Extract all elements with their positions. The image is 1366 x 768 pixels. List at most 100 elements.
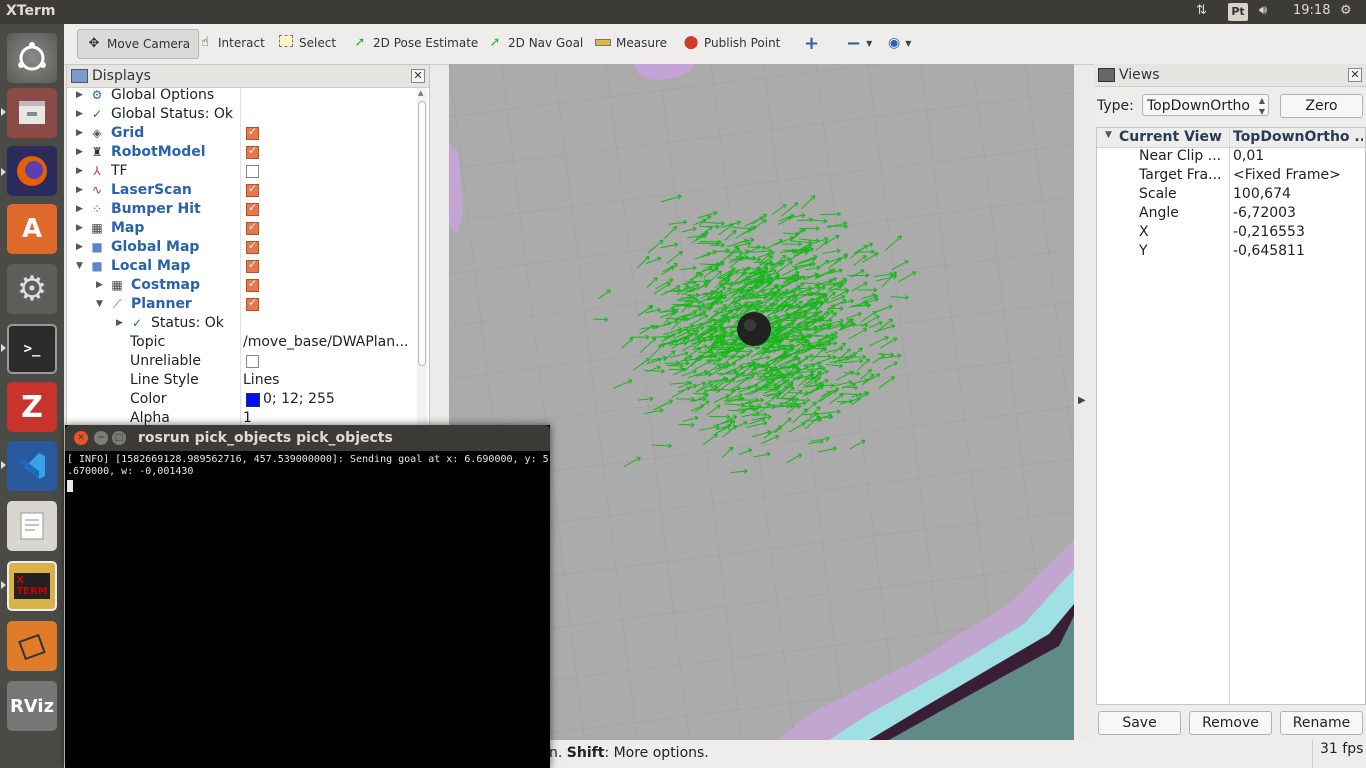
expand-arrow-icon[interactable]: ▶	[76, 128, 83, 138]
property-value[interactable]: 0,01	[1233, 148, 1265, 164]
ubuntu-dash-icon[interactable]	[7, 33, 57, 83]
clock[interactable]: 19:18	[1293, 3, 1331, 18]
terminal-icon[interactable]: >_	[7, 324, 57, 374]
property-alpha[interactable]: Alpha 1	[67, 410, 413, 429]
minimize-icon[interactable]: −	[94, 431, 108, 445]
add-tool-button[interactable]: +	[804, 32, 819, 54]
tree-row-global-options[interactable]: ▶ ⚙ Global Options	[67, 87, 413, 106]
tree-row-global-map[interactable]: ▶ ■ Global Map	[67, 239, 413, 258]
property-value[interactable]: 100,674	[1233, 186, 1291, 202]
tree-row-robotmodel[interactable]: ▶ ♜ RobotModel	[67, 144, 413, 163]
tree-row-global-status[interactable]: ▶ ✓ Global Status: Ok	[67, 106, 413, 125]
enable-checkbox[interactable]	[246, 258, 259, 273]
enable-checkbox[interactable]	[246, 201, 259, 216]
close-icon[interactable]: ✕	[411, 69, 425, 83]
collapse-arrow-icon[interactable]: ▼	[76, 261, 83, 271]
expand-arrow-icon[interactable]: ▶	[76, 204, 83, 214]
color-swatch[interactable]	[246, 393, 260, 407]
tool-publish-point[interactable]: ⬤ Publish Point	[683, 32, 781, 54]
close-icon[interactable]: ✕	[1348, 68, 1362, 82]
firefox-icon[interactable]	[7, 146, 57, 196]
enable-checkbox[interactable]	[246, 125, 259, 140]
text-editor-icon[interactable]	[7, 501, 57, 551]
property-value[interactable]: 0; 12; 255	[263, 391, 335, 407]
tree-row-bumper-hit[interactable]: ▶ ⁘ Bumper Hit	[67, 201, 413, 220]
tree-row-map[interactable]: ▶ ▦ Map	[67, 220, 413, 239]
software-center-icon[interactable]: A	[7, 204, 57, 254]
property-value[interactable]: -6,72003	[1233, 205, 1296, 221]
tool-2d-nav-goal[interactable]: ➚ 2D Nav Goal	[487, 32, 584, 54]
maximize-icon[interactable]: □	[112, 431, 126, 445]
property-unreliable[interactable]: Unreliable	[67, 353, 413, 372]
scrollbar-thumb[interactable]	[418, 101, 426, 366]
expand-arrow-icon[interactable]: ▶	[76, 147, 83, 157]
tool-2d-pose-estimate[interactable]: ➚ 2D Pose Estimate	[352, 32, 479, 54]
tree-row-laserscan[interactable]: ▶ ∿ LaserScan	[67, 182, 413, 201]
power-icon[interactable]: ⚙	[1340, 3, 1352, 18]
panels-visibility-button[interactable]: ◉ ▼	[888, 32, 911, 54]
displays-scrollbar[interactable]: ▲	[417, 89, 427, 433]
tree-row-planner[interactable]: ▼ ⟋ Planner	[67, 296, 413, 315]
vscode-icon[interactable]	[7, 441, 57, 491]
tree-row-tf[interactable]: ▶ ⅄ TF	[67, 163, 413, 182]
collapse-arrow-icon[interactable]: ▼	[96, 299, 103, 309]
tool-select[interactable]: Select	[278, 32, 336, 54]
property-value[interactable]: Lines	[243, 372, 280, 388]
unreliable-checkbox[interactable]	[246, 355, 259, 368]
property-value[interactable]: -0,216553	[1233, 224, 1305, 240]
collapse-arrow-icon[interactable]: ▼	[1105, 130, 1112, 140]
enable-checkbox[interactable]	[246, 296, 259, 311]
rviz-icon[interactable]: RViz	[7, 681, 57, 731]
tool-measure[interactable]: Measure	[595, 32, 667, 54]
property-topic[interactable]: Topic /move_base/DWAPlan...	[67, 334, 413, 353]
tree-row-planner-status[interactable]: ▶ ✓ Status: Ok	[67, 315, 413, 334]
xterm-icon[interactable]: X TERM	[7, 561, 57, 611]
network-icon[interactable]: ⇅	[1196, 3, 1207, 18]
property-value[interactable]: 1	[243, 410, 252, 426]
property-value[interactable]: <Fixed Frame>	[1233, 167, 1341, 183]
expand-arrow-icon[interactable]: ▶	[76, 109, 83, 119]
enable-checkbox[interactable]	[246, 144, 259, 159]
tool-interact[interactable]: ☝ Interact	[197, 32, 265, 54]
volume-icon[interactable]: 🔊︎	[1259, 3, 1268, 18]
expand-arrow-icon[interactable]: ▶	[76, 223, 83, 233]
system-settings-icon[interactable]: ⚙	[7, 264, 57, 314]
property-line-style[interactable]: Line Style Lines	[67, 372, 413, 391]
expand-arrow-icon[interactable]: ▶	[76, 185, 83, 195]
rename-view-button[interactable]: Rename	[1280, 711, 1363, 735]
enable-checkbox[interactable]	[246, 239, 259, 254]
xterm-titlebar[interactable]: ✕ − □ rosrun pick_objects pick_objects	[65, 425, 550, 451]
zero-button[interactable]: Zero	[1280, 94, 1363, 118]
view-type-select[interactable]: TopDownOrtho ▲ ▼	[1142, 94, 1269, 116]
terminal-output[interactable]: [ INFO] [1582669128.989562716, 457.53900…	[67, 454, 549, 477]
enable-checkbox[interactable]	[246, 220, 259, 235]
property-value[interactable]: -0,645811	[1233, 243, 1305, 259]
expand-arrow-icon[interactable]: ▶	[76, 166, 83, 176]
enable-checkbox[interactable]	[246, 165, 259, 178]
property-color[interactable]: Color 0; 12; 255	[67, 391, 413, 410]
enable-checkbox[interactable]	[246, 277, 259, 292]
close-icon[interactable]: ✕	[74, 431, 88, 445]
keyboard-layout-indicator[interactable]: Pt	[1228, 3, 1248, 21]
collapse-right-icon[interactable]: ▶	[1078, 395, 1086, 406]
tree-row-local-map[interactable]: ▼ ■ Local Map	[67, 258, 413, 277]
scene-canvas[interactable]	[449, 64, 1074, 740]
tree-row-grid[interactable]: ▶ ◈ Grid	[67, 125, 413, 144]
expand-arrow-icon[interactable]: ▶	[96, 280, 103, 290]
files-icon[interactable]	[7, 88, 57, 138]
zotero-icon[interactable]: Z	[7, 382, 57, 432]
tool-move-camera[interactable]: ✥ Move Camera	[77, 29, 200, 59]
render-3d-view[interactable]: ◀	[449, 64, 1074, 740]
remove-tool-button[interactable]: − ▼	[846, 32, 872, 54]
expand-arrow-icon[interactable]: ▶	[76, 242, 83, 252]
tree-row-costmap[interactable]: ▶ ▦ Costmap	[67, 277, 413, 296]
remove-view-button[interactable]: Remove	[1189, 711, 1272, 735]
save-view-button[interactable]: Save	[1098, 711, 1181, 735]
scroll-up-icon[interactable]: ▲	[418, 89, 424, 97]
expand-arrow-icon[interactable]: ▶	[116, 318, 123, 328]
enable-checkbox[interactable]	[246, 182, 259, 197]
property-value[interactable]: /move_base/DWAPlan...	[243, 334, 409, 350]
blender-icon[interactable]	[7, 621, 57, 671]
xterm-window[interactable]: ✕ − □ rosrun pick_objects pick_objects […	[65, 425, 550, 768]
expand-arrow-icon[interactable]: ▶	[76, 90, 83, 100]
